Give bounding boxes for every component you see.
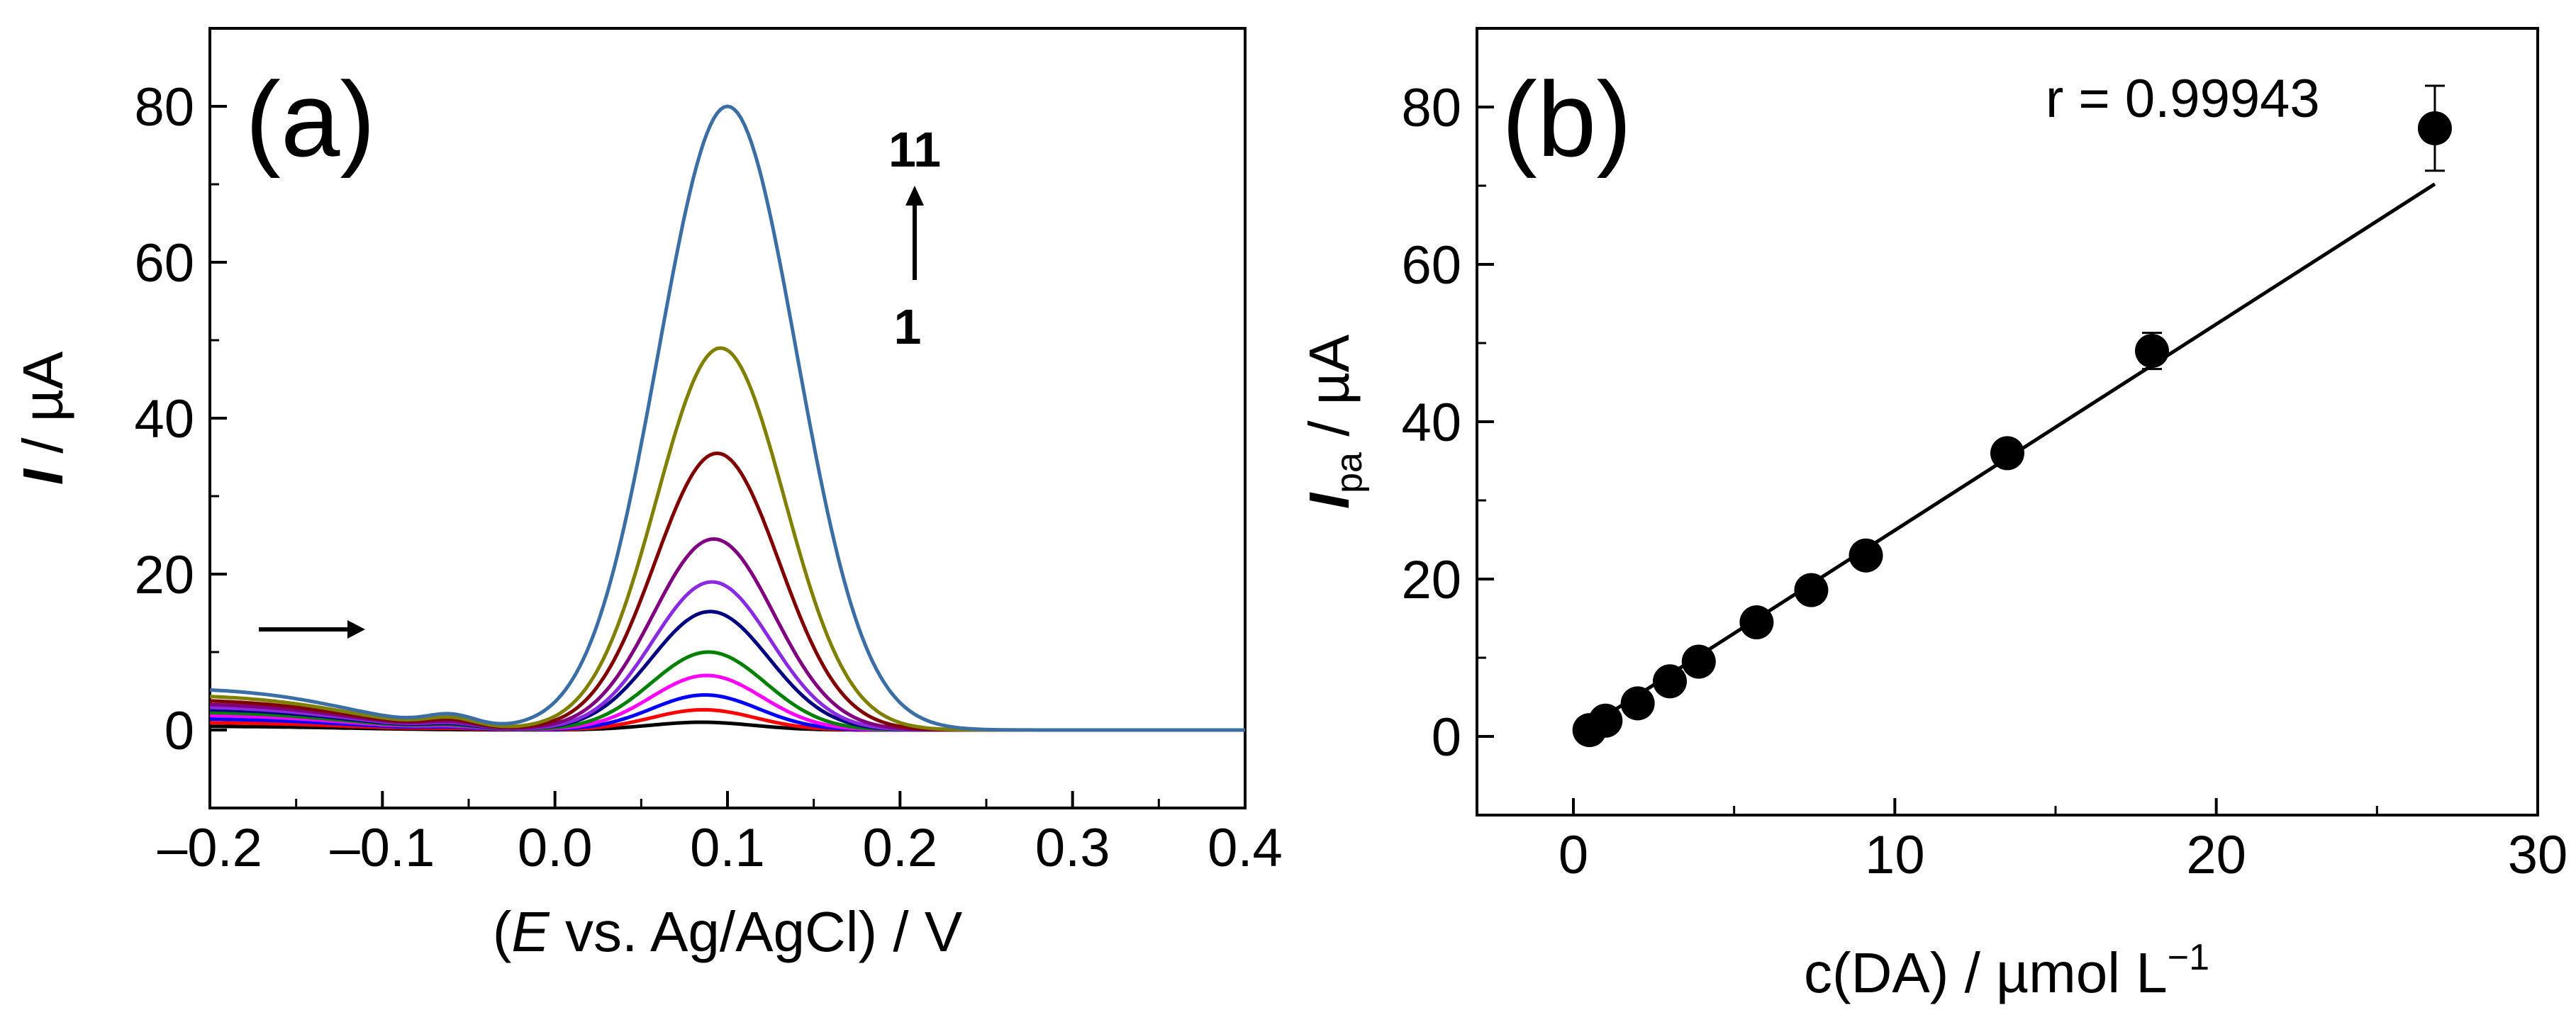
b-ytick-label: 60 [1401, 235, 1461, 296]
a-xtick-label: 0.1 [690, 818, 765, 878]
a-xtick-label: 0.2 [863, 818, 938, 878]
panel-a-xlabel: (E vs. Ag/AgCl) / V [493, 900, 963, 963]
point-marker [1588, 703, 1623, 738]
point-marker [1681, 644, 1716, 679]
curve-8 [209, 537, 1245, 732]
a-ytick-label: 60 [134, 233, 194, 293]
point-marker [1739, 605, 1774, 640]
data-point [1620, 686, 1655, 721]
a-xtick-label: –0.2 [157, 818, 262, 878]
data-point [2135, 332, 2169, 371]
a-xtick-label: 0.3 [1035, 818, 1110, 878]
curve-9 [209, 451, 1245, 732]
panel-b-points [1572, 84, 2452, 748]
panel-b-ylabel: Ipa / µA [1298, 334, 1370, 509]
panel-a-tick-labels: –0.2 –0.1 0.0 0.1 0.2 0.3 0.4 0 20 40 60 80 [134, 77, 1282, 878]
panel-b-tick-labels: 0 10 20 30 0 20 40 60 80 [1401, 78, 2567, 885]
panel-b-ticks [1477, 27, 2539, 817]
panel-b-xlabel: c(DA) / µmol L−1 [1804, 937, 2209, 1004]
data-point [1653, 664, 1687, 699]
b-ytick-label: 80 [1401, 78, 1461, 138]
a-xtick-label: 0.4 [1208, 818, 1283, 878]
b-xtick-label: 30 [2508, 825, 2568, 885]
a-ytick-label: 40 [134, 389, 194, 449]
point-marker [1620, 686, 1655, 721]
curve-label-bottom: 1 [894, 299, 922, 354]
b-ytick-label: 0 [1432, 707, 1461, 768]
curve-label-top: 11 [888, 122, 941, 177]
b-ytick-label: 40 [1401, 393, 1461, 453]
b-xtick-label: 0 [1559, 825, 1588, 885]
a-xtick-label: 0.0 [518, 818, 593, 878]
panel-a-curves [209, 104, 1245, 732]
b-xtick-label: 20 [2186, 825, 2246, 885]
data-point [1739, 605, 1774, 640]
point-marker [2417, 111, 2452, 145]
data-point [2417, 84, 2452, 172]
a-ytick-label: 20 [134, 545, 194, 605]
panel-b: 0 10 20 30 0 20 40 60 80 (b) r = 0.99943 Ipa / µ… [1298, 27, 2567, 1004]
point-marker [1794, 573, 1829, 607]
increase-arrow [905, 186, 924, 280]
panel-a-ticks [208, 27, 1247, 809]
panel-b-label: (b) [1502, 60, 1632, 179]
b-ytick-label: 20 [1401, 550, 1461, 610]
curve-10 [209, 346, 1245, 732]
data-point [1588, 703, 1623, 738]
data-point [1849, 538, 1883, 573]
curve-11 [209, 104, 1245, 732]
panel-a: –0.2 –0.1 0.0 0.1 0.2 0.3 0.4 0 20 40 60 80 (a) I /… [11, 27, 1283, 963]
a-ytick-label: 0 [165, 701, 194, 761]
point-marker [1653, 664, 1687, 699]
data-point [1794, 573, 1829, 607]
point-marker [1990, 436, 2024, 471]
panel-a-ylabel: I / µA [11, 351, 74, 485]
b-xtick-label: 10 [1865, 825, 1925, 885]
a-xtick-label: –0.1 [330, 818, 435, 878]
a-ytick-label: 80 [134, 77, 194, 138]
point-marker [1849, 538, 1883, 573]
data-point [1681, 644, 1716, 679]
correlation-annotation: r = 0.99943 [2046, 69, 2320, 129]
data-point [1990, 436, 2024, 471]
panel-a-label: (a) [245, 60, 375, 179]
scan-direction-arrow [259, 620, 365, 639]
point-marker [2135, 334, 2169, 369]
